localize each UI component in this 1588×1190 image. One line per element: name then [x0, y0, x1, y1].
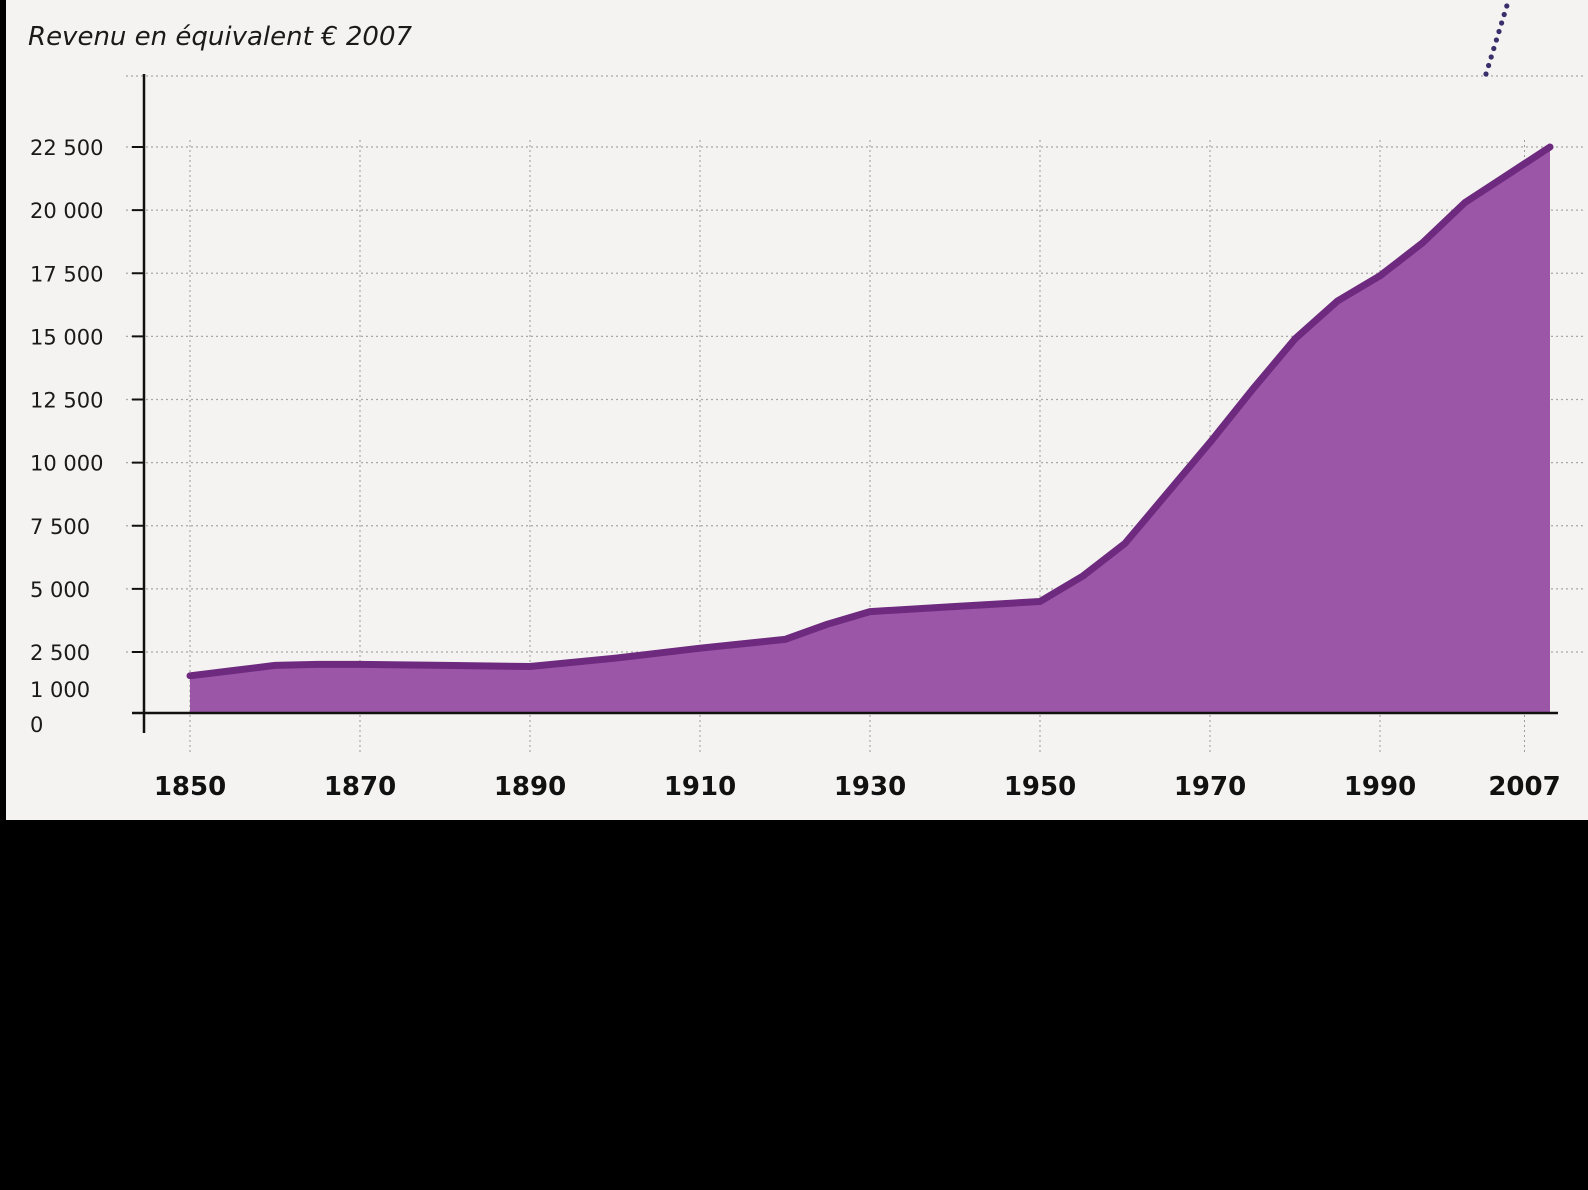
x-tick-label: 1850	[154, 772, 226, 802]
x-tick-label: 1910	[664, 772, 736, 802]
y-tick-label: 12 500	[30, 389, 103, 413]
connector-dot	[1504, 3, 1510, 9]
connector-dot	[1483, 71, 1489, 77]
y-axis-label: Revenu en équivalent € 2007	[28, 22, 413, 52]
x-tick-label: 1930	[834, 772, 906, 802]
connector-dot	[1486, 62, 1492, 69]
connector-dot	[1491, 45, 1497, 52]
dotted-connector	[1483, 3, 1510, 77]
series-line	[186, 143, 1554, 680]
y-tick-label: 17 500	[30, 262, 103, 286]
connector-dot	[1499, 20, 1505, 26]
axes	[132, 74, 1558, 733]
area-fill	[190, 147, 1550, 713]
y-tick-labels: 0 1 000 2 500 5 000 7 500 10 000 12 500 15 000 1…	[30, 136, 103, 737]
connector-dot	[1493, 37, 1499, 43]
connector-dot	[1496, 28, 1502, 35]
chart-panel: Revenu en équivalent € 2007 0 1 000 2 500 5…	[6, 0, 1588, 820]
x-tick-labels: 1850 1870 1890 1910 1930 1950 1970 1990 2007	[154, 772, 1561, 802]
x-tick-label: 2007	[1488, 772, 1560, 802]
income-area-chart: Revenu en équivalent € 2007 0 1 000 2 500 5…	[28, 3, 1584, 802]
connector-dot	[1488, 54, 1494, 60]
x-tick-label: 1870	[324, 772, 396, 802]
y-tick-label: 2 500	[30, 641, 90, 665]
x-tick-label: 1990	[1344, 772, 1416, 802]
y-tick-label: 10 000	[30, 452, 103, 476]
y-tick-label: 15 000	[30, 325, 103, 349]
y-tick-label: 22 500	[30, 136, 103, 160]
y-tick-label: 0	[30, 713, 43, 737]
y-tick-label: 20 000	[30, 199, 103, 223]
x-tick-label: 1890	[494, 772, 566, 802]
y-tick-label: 1 000	[30, 678, 90, 702]
data-area	[186, 143, 1554, 713]
x-tick-label: 1970	[1174, 772, 1246, 802]
y-tick-label: 5 000	[30, 578, 90, 602]
connector-dot	[1501, 11, 1507, 18]
y-tick-label: 7 500	[30, 515, 90, 539]
x-tick-label: 1950	[1004, 772, 1076, 802]
